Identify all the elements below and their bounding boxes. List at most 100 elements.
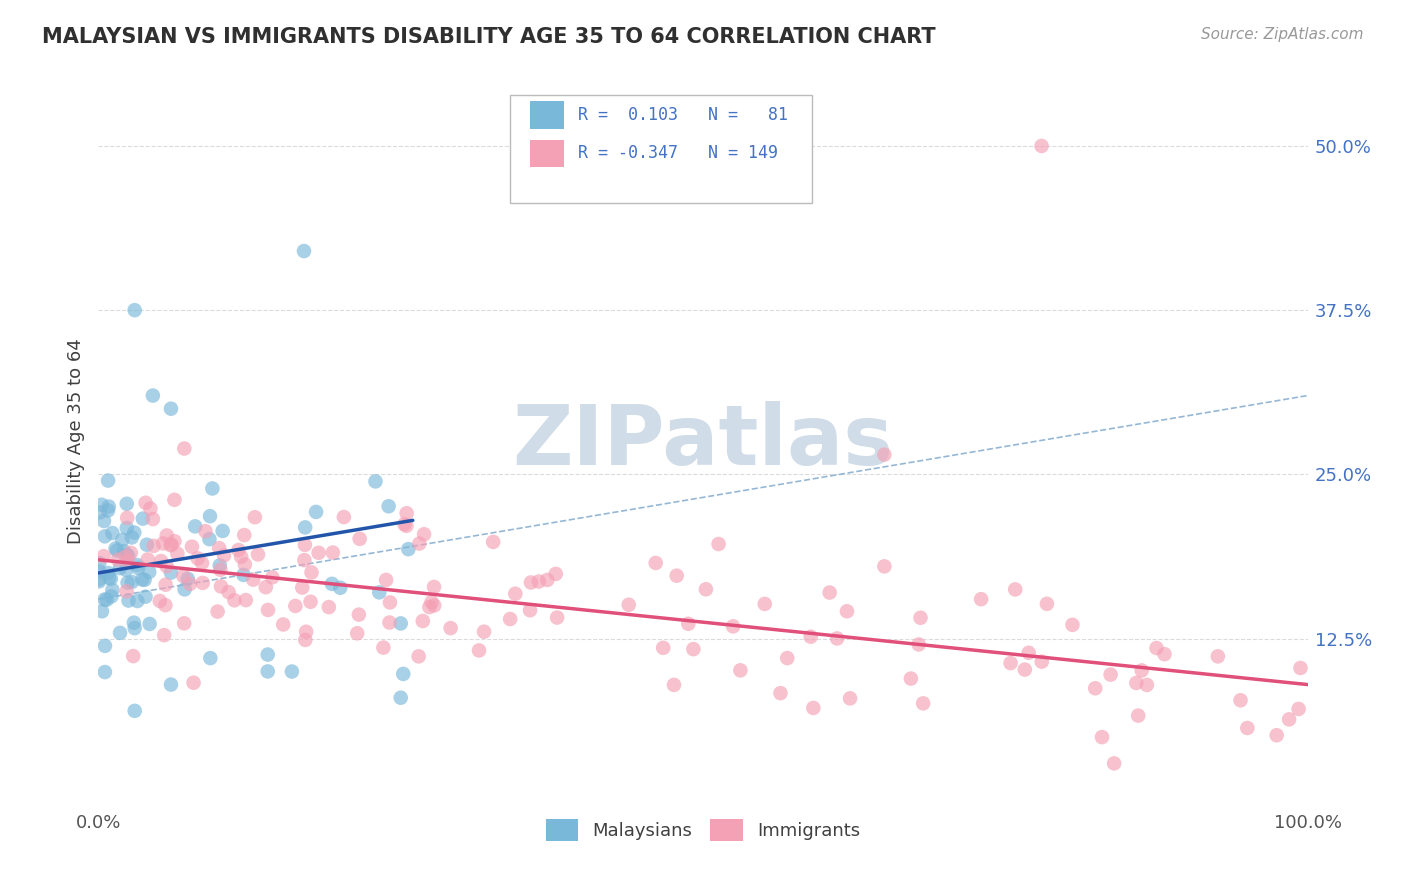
Point	[177, 572, 200, 586]
Point	[1229, 693, 1251, 707]
Point	[187, 551, 209, 566]
Point	[93, 592, 115, 607]
Point	[256, 665, 278, 679]
Point	[375, 573, 398, 587]
Point	[825, 632, 848, 646]
Point	[262, 570, 284, 584]
Point	[150, 554, 173, 568]
Point	[910, 611, 932, 625]
Point	[117, 554, 139, 568]
Point	[1288, 702, 1310, 716]
Point	[115, 584, 138, 599]
Point	[228, 543, 250, 558]
Point	[389, 690, 412, 705]
Point	[1018, 646, 1040, 660]
Point	[163, 534, 186, 549]
Point	[179, 577, 201, 591]
Text: Source: ZipAtlas.com: Source: ZipAtlas.com	[1201, 27, 1364, 42]
Point	[1236, 721, 1258, 735]
Point	[396, 542, 419, 557]
Point	[499, 612, 522, 626]
Point	[121, 531, 143, 545]
Point	[208, 558, 231, 573]
Point	[295, 624, 318, 639]
Point	[394, 517, 416, 532]
Text: MALAYSIAN VS IMMIGRANTS DISABILITY AGE 35 TO 64 CORRELATION CHART: MALAYSIAN VS IMMIGRANTS DISABILITY AGE 3…	[42, 27, 936, 46]
Point	[104, 541, 127, 556]
Point	[294, 520, 316, 534]
Point	[333, 510, 356, 524]
Point	[801, 701, 824, 715]
Point	[321, 577, 343, 591]
Point	[235, 593, 257, 607]
Point	[527, 574, 550, 589]
Point	[395, 506, 418, 520]
Point	[839, 691, 862, 706]
Point	[93, 514, 115, 528]
FancyBboxPatch shape	[530, 101, 564, 128]
Point	[132, 511, 155, 525]
Point	[181, 540, 204, 554]
Point	[198, 532, 221, 546]
Y-axis label: Disability Age 35 to 64: Disability Age 35 to 64	[66, 339, 84, 544]
Point	[721, 619, 744, 633]
Point	[1153, 647, 1175, 661]
Point	[329, 581, 352, 595]
Point	[652, 640, 675, 655]
Point	[1146, 640, 1168, 655]
Point	[201, 482, 224, 496]
Point	[900, 672, 922, 686]
Point	[87, 574, 110, 589]
Point	[292, 244, 315, 258]
Point	[1128, 708, 1150, 723]
Point	[163, 492, 186, 507]
Point	[94, 639, 117, 653]
Point	[107, 552, 129, 566]
Point	[536, 573, 558, 587]
Point	[93, 549, 115, 564]
Point	[211, 524, 233, 538]
Point	[1102, 756, 1125, 771]
Point	[835, 604, 858, 618]
Point	[695, 582, 717, 597]
Point	[254, 580, 277, 594]
Point	[139, 501, 162, 516]
Point	[1031, 655, 1053, 669]
Point	[389, 616, 412, 631]
Point	[1004, 582, 1026, 597]
Point	[1099, 667, 1122, 681]
Point	[183, 675, 205, 690]
Point	[98, 571, 121, 585]
Point	[114, 549, 136, 564]
Point	[707, 537, 730, 551]
Point	[769, 686, 792, 700]
Point	[1125, 676, 1147, 690]
Point	[115, 548, 138, 562]
Point	[292, 553, 315, 567]
Point	[142, 388, 165, 402]
Point	[318, 600, 340, 615]
Point	[730, 663, 752, 677]
Point	[294, 538, 316, 552]
Point	[395, 519, 418, 533]
Point	[520, 575, 543, 590]
Point	[135, 538, 157, 552]
Point	[1130, 664, 1153, 678]
Point	[200, 651, 222, 665]
Point	[134, 590, 156, 604]
Point	[96, 592, 118, 607]
Point	[412, 614, 434, 628]
Point	[1084, 681, 1107, 696]
Point	[1265, 728, 1288, 742]
Point	[87, 565, 110, 579]
Point	[90, 498, 112, 512]
Point	[373, 640, 395, 655]
Point	[243, 510, 266, 524]
Point	[322, 545, 344, 559]
Point	[662, 678, 685, 692]
Point	[127, 561, 149, 575]
Point	[682, 642, 704, 657]
Point	[94, 529, 117, 543]
Point	[368, 585, 391, 599]
Point	[378, 615, 401, 630]
